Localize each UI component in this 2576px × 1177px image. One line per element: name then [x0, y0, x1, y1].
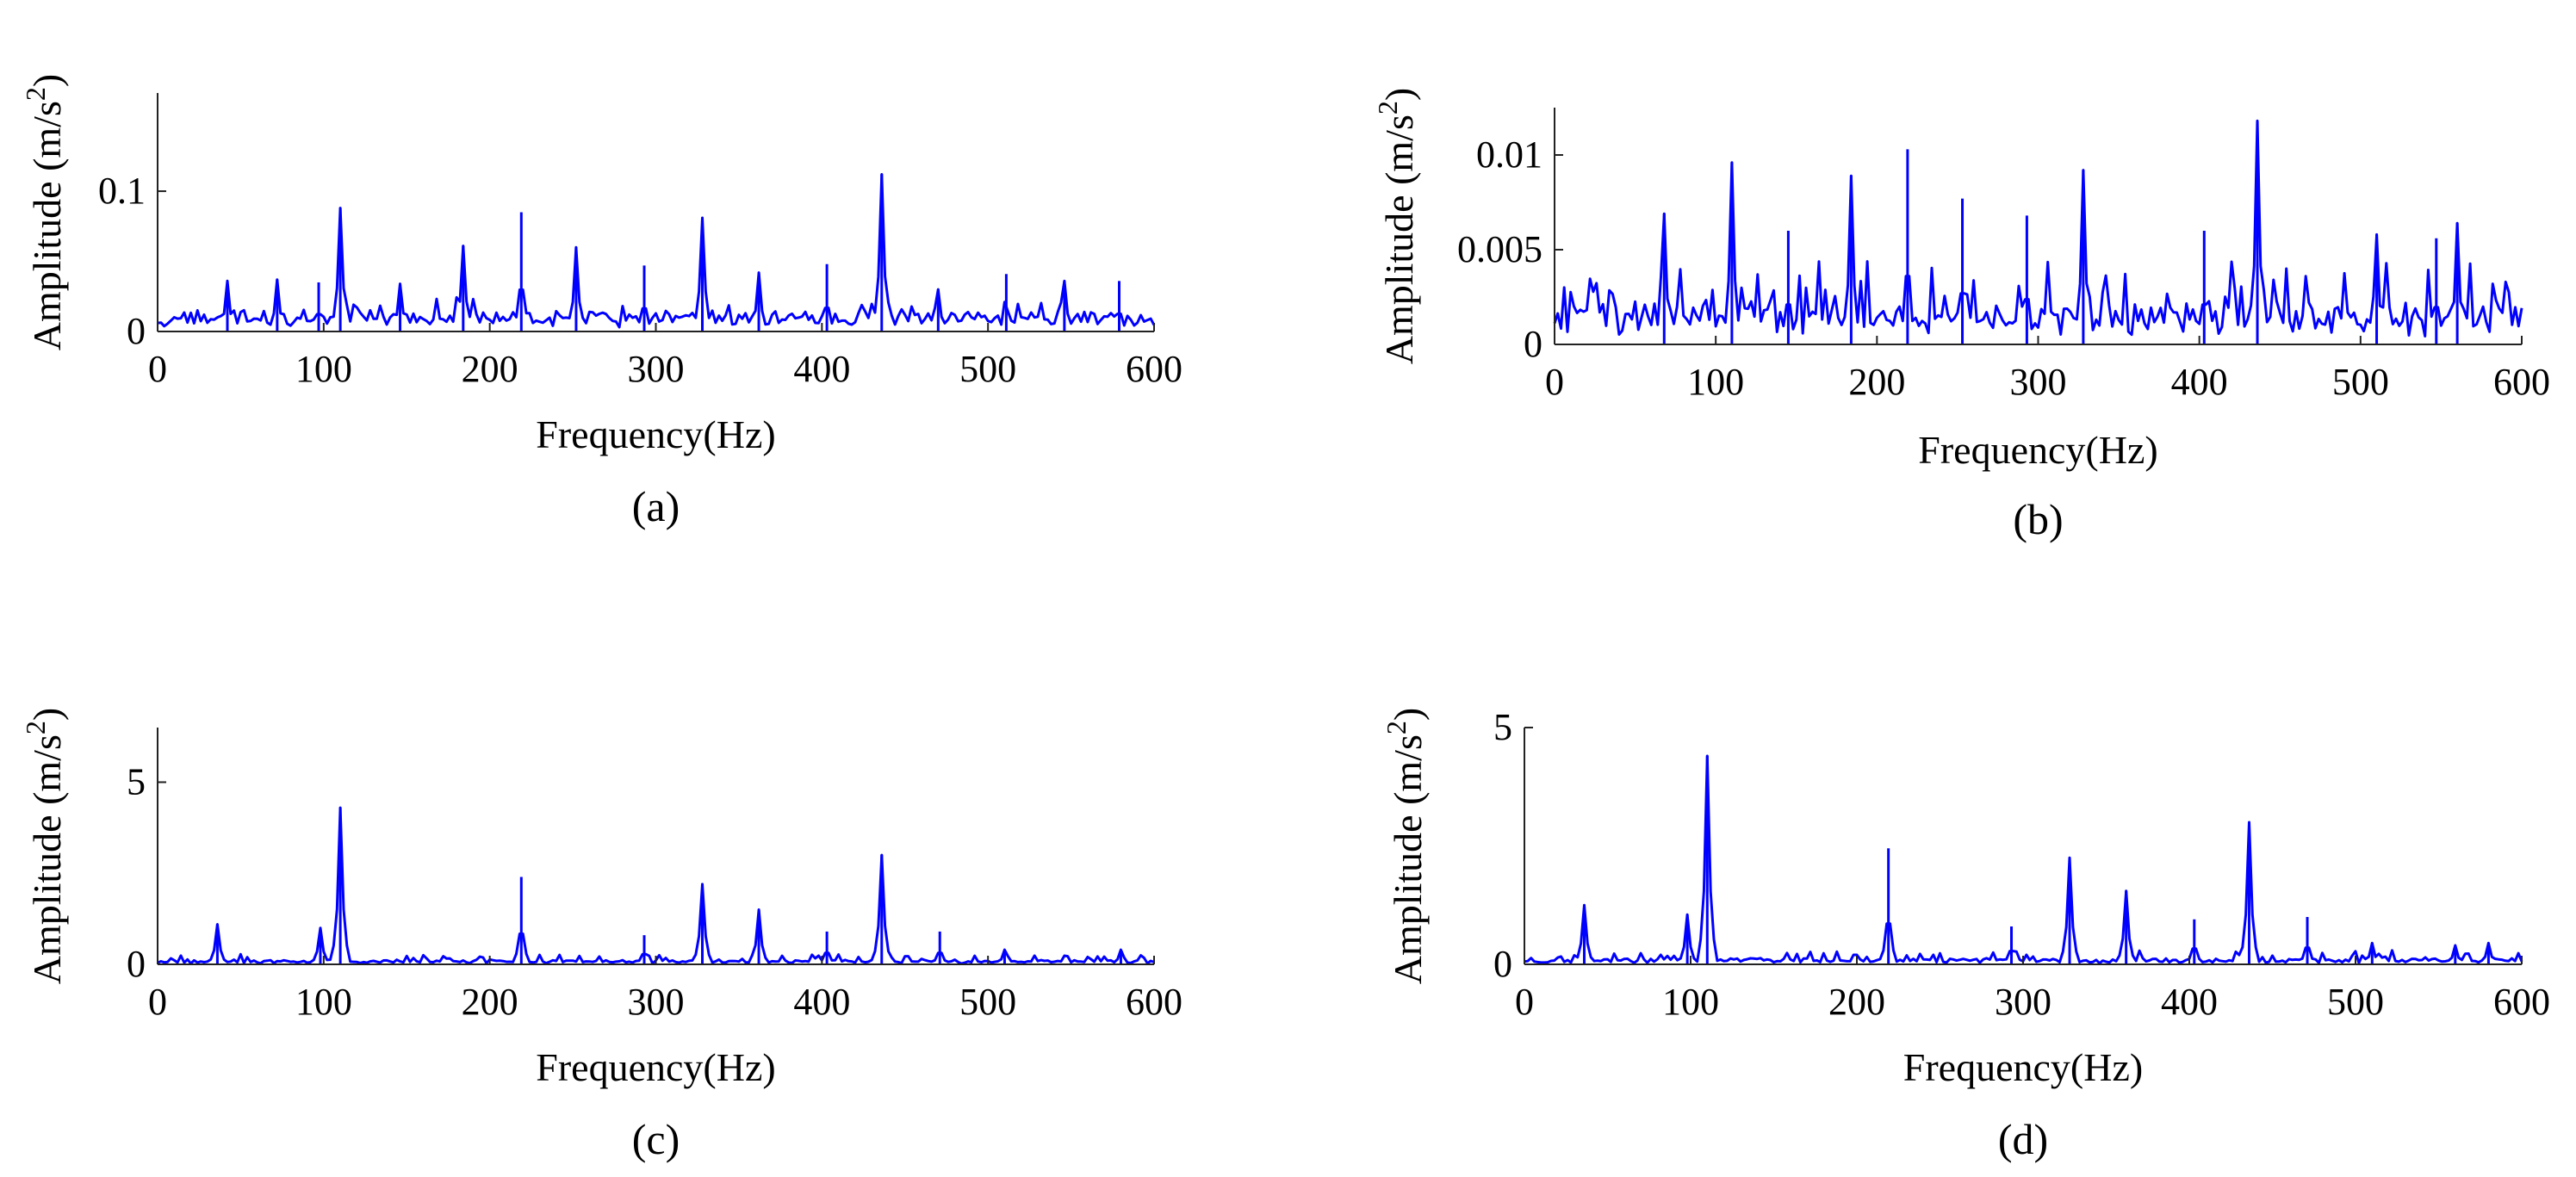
- y-axis-label-close: ): [25, 708, 69, 721]
- y-axis-label-text: Amplitude (m/s: [25, 101, 69, 350]
- x-tick-label: 300: [628, 348, 685, 390]
- x-tick-label: 400: [2161, 981, 2218, 1023]
- y-axis-label: Amplitude (m/s2): [20, 708, 69, 984]
- x-tick-label: 200: [462, 348, 518, 390]
- x-tick-label: 500: [959, 981, 1016, 1023]
- x-tick-label: 100: [1662, 981, 1719, 1023]
- x-tick-label: 100: [1687, 361, 1744, 403]
- panel-caption: (d): [1998, 1115, 2048, 1163]
- x-tick-label: 0: [1515, 981, 1534, 1023]
- y-axis-label-text: Amplitude (m/s: [1386, 734, 1430, 984]
- x-tick-label: 500: [959, 348, 1016, 390]
- x-tick-label: 100: [295, 981, 352, 1023]
- x-tick-label: 600: [2493, 981, 2550, 1023]
- y-tick-label: 5: [1493, 706, 1512, 748]
- y-tick-label: 0.1: [98, 170, 146, 212]
- chart-panel-0: 0 100 200 300 400 500 600 0 0.1 Frequency(Hz) Ampl…: [20, 74, 1182, 530]
- x-tick-label: 300: [1995, 981, 2051, 1023]
- x-tick-label: 400: [793, 981, 850, 1023]
- y-axis-label-sup: 2: [1381, 721, 1412, 734]
- x-tick-label: 500: [2332, 361, 2389, 403]
- y-tick-label: 5: [127, 760, 146, 802]
- x-tick-label: 200: [1828, 981, 1885, 1023]
- x-tick-label: 600: [1126, 981, 1182, 1023]
- x-tick-label: 400: [793, 348, 850, 390]
- panel-caption: (a): [632, 482, 680, 530]
- x-tick-label: 0: [148, 348, 167, 390]
- y-axis-label-close: ): [1377, 88, 1421, 101]
- chart-panel-2: 0 100 200 300 400 500 600 0 5 Frequency(Hz) Amplit…: [20, 708, 1182, 1163]
- y-axis-label-sup: 2: [20, 721, 51, 734]
- x-tick-label: 600: [2493, 361, 2550, 403]
- spectrum-line: [157, 173, 1156, 329]
- chart-panel-1: 0 100 200 300 400 500 600 0 0.005 0.01 Frequency(H…: [1372, 88, 2550, 543]
- y-tick-label: 0: [1524, 323, 1542, 365]
- x-tick-label: 200: [462, 981, 518, 1023]
- y-tick-label: 0.01: [1476, 133, 1542, 176]
- x-tick-label: 600: [1126, 348, 1182, 390]
- x-tick-label: 0: [148, 981, 167, 1023]
- y-axis-label-sup: 2: [1372, 101, 1403, 115]
- y-tick-label: 0.005: [1457, 228, 1542, 270]
- y-axis-label-text: Amplitude (m/s: [1377, 115, 1421, 364]
- y-axis-label-sup: 2: [20, 87, 51, 101]
- x-tick-label: 500: [2327, 981, 2384, 1023]
- x-tick-label: 300: [2010, 361, 2067, 403]
- panel-caption: (c): [632, 1115, 680, 1163]
- spectrum-line: [1553, 119, 2523, 338]
- y-axis-label-close: ): [25, 74, 69, 87]
- y-tick-label: 0: [127, 943, 146, 985]
- x-tick-label: 100: [295, 348, 352, 390]
- x-axis-label: Frequency(Hz): [536, 412, 775, 456]
- y-axis-label: Amplitude (m/s2): [1381, 708, 1430, 984]
- y-axis-label-close: ): [1386, 708, 1430, 721]
- y-axis-label: Amplitude (m/s2): [1372, 88, 1421, 364]
- y-axis-label-text: Amplitude (m/s: [25, 734, 69, 984]
- x-tick-label: 400: [2171, 361, 2228, 403]
- x-tick-label: 200: [1848, 361, 1905, 403]
- y-tick-label: 0: [127, 310, 146, 352]
- x-axis-label: Frequency(Hz): [1903, 1045, 2143, 1089]
- x-axis-label: Frequency(Hz): [1918, 428, 2157, 472]
- x-tick-label: 300: [628, 981, 685, 1023]
- panel-caption: (b): [2013, 495, 2063, 543]
- y-axis-label: Amplitude (m/s2): [20, 74, 69, 350]
- x-axis-label: Frequency(Hz): [536, 1045, 775, 1089]
- x-tick-label: 0: [1545, 361, 1564, 403]
- chart-panel-3: 0 100 200 300 400 500 600 0 5 Frequency(Hz) Amplit…: [1381, 706, 2550, 1163]
- y-tick-label: 0: [1493, 943, 1512, 985]
